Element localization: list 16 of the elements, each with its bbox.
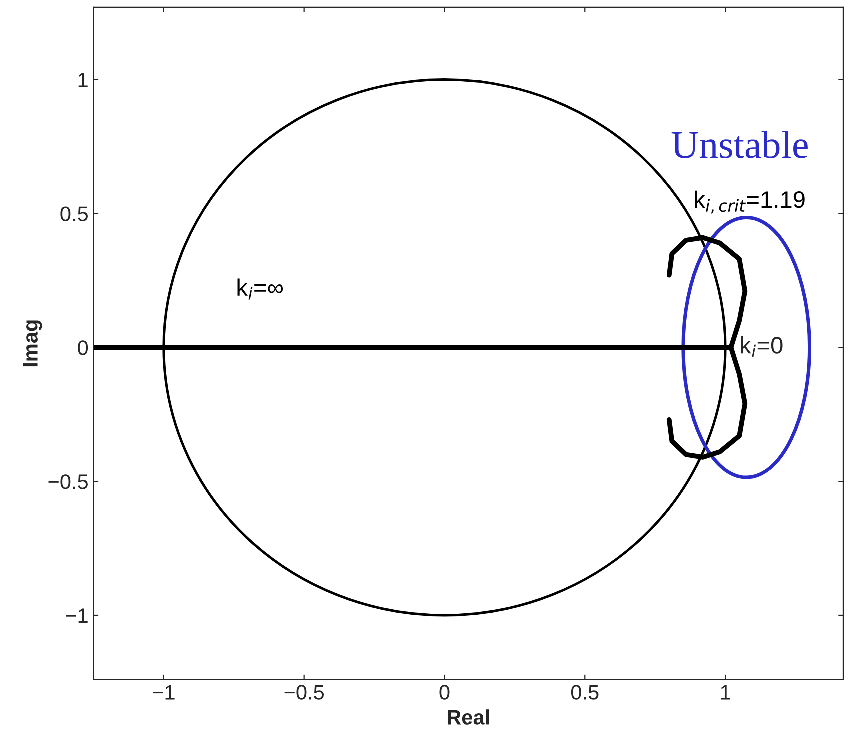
- annotation: k$_{i,crit}$=1.19: [695, 190, 805, 214]
- x-tick-label: −0.5: [284, 685, 324, 700]
- x-tick-label: −1: [153, 685, 175, 700]
- annotation: k$_{i}$=∞: [238, 278, 284, 300]
- annotation: Unstable: [672, 131, 808, 158]
- y-axis-title: Imag: [23, 320, 42, 367]
- y-tick-label: 0.5: [60, 206, 88, 222]
- y-tick-label: −1: [66, 608, 88, 624]
- x-axis-title: Real: [448, 710, 490, 725]
- x-tick-label: 1: [721, 685, 730, 700]
- y-tick-label: −0.5: [48, 474, 88, 490]
- annotation: k$_{i}$=0: [741, 336, 783, 358]
- y-tick-label: 0: [78, 340, 88, 356]
- y-tick-label: 1: [78, 73, 88, 88]
- x-tick-label: 0: [440, 685, 450, 700]
- x-tick-label: 0.5: [571, 685, 599, 700]
